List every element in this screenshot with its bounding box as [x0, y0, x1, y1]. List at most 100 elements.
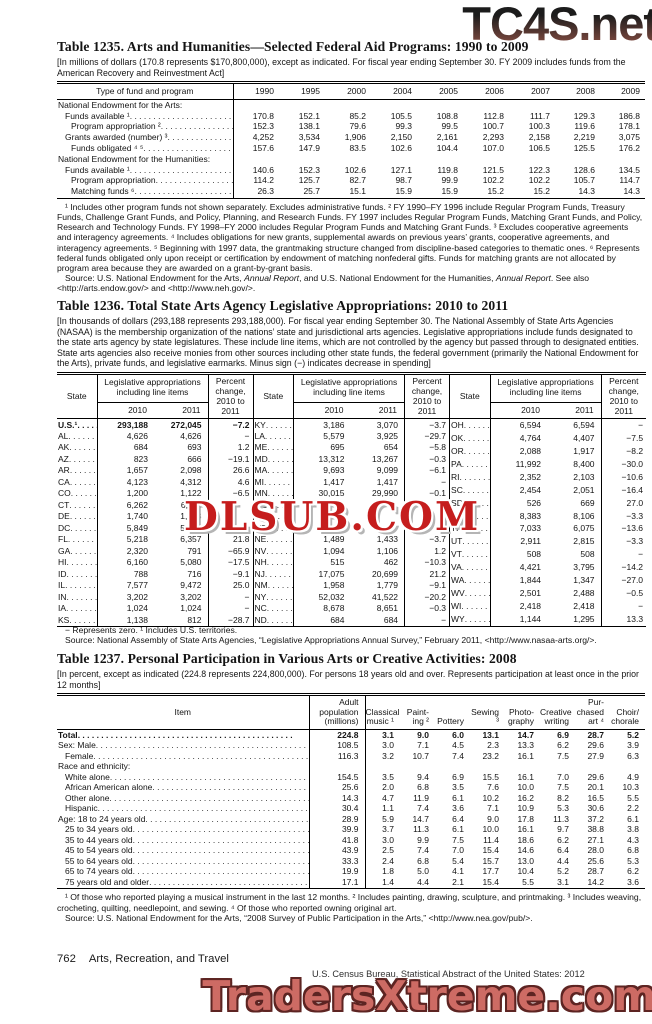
cell-value: 107.0 [482, 143, 504, 153]
cell-value: 1,958 [323, 580, 345, 591]
state-label: MA [254, 465, 268, 476]
source-segment: Source: U.S. National Endowment for the … [65, 272, 245, 283]
table-row: Program appropriation 114.2 125.7 82.7 9… [57, 175, 645, 187]
cell-value: 100.3 [528, 121, 550, 132]
dot-leader [264, 477, 293, 488]
cell-value: 28.9 [309, 813, 366, 825]
state-cell: MO [253, 511, 295, 523]
cell-value: 7.4 [417, 845, 429, 856]
cell-value [417, 154, 463, 165]
state-label: NM [254, 580, 268, 591]
state-cell: MS [253, 499, 295, 512]
cell-value: 6.9 [452, 771, 464, 782]
cell-value: 25.6 [309, 782, 366, 793]
cell-value: 3.9 [627, 740, 639, 751]
cell-value: 3,070 [350, 418, 406, 431]
table-row: FL 5,218 6,357 21.8 [57, 534, 254, 546]
cell-value: 15.4 [482, 845, 499, 856]
state-label: TN [451, 510, 463, 521]
cell-value: 6.8 [627, 845, 639, 856]
row-label-cell: Matching funds ⁶ [57, 186, 234, 199]
col-header: Item [57, 694, 310, 730]
cell-value: 3,534 [298, 132, 320, 143]
cell-value: 6,075 [547, 522, 602, 536]
col-header: Legislative appropriations including lin… [97, 373, 209, 403]
cell-value: 17.8 [517, 813, 534, 824]
cell-value: 2,454 [519, 484, 542, 495]
cell-value: −6.5 [208, 488, 254, 500]
row-label-cell: Funds obligated ⁴ ⁵ [57, 143, 234, 154]
cell-value: −3.3 [626, 510, 644, 521]
cell-value: 157.6 [252, 143, 274, 153]
table-row: IA 1,024 1,024 − [57, 602, 254, 615]
cell-value: 27.9 [587, 750, 604, 761]
table-row: SD 526 669 27.0 [450, 496, 646, 510]
cell-value: 20,699 [350, 568, 406, 580]
state-cell: HI [57, 557, 98, 569]
state-label: SD [451, 497, 463, 508]
table-1235-headnote: [In millions of dollars (170.8 represent… [57, 56, 626, 78]
cell-value: 7.4 [417, 803, 429, 814]
table-row: CA 4,123 4,312 4.6 [57, 476, 254, 489]
cell-value: 3,795 [547, 561, 602, 575]
table-row: LA 5,579 3,925 −29.7 [253, 430, 451, 443]
cell-value: 2,293 [482, 132, 504, 143]
cell-value: 5.5 [627, 792, 639, 803]
cell-value: 6,594 [547, 418, 602, 433]
cell-value: 38.8 [587, 824, 604, 835]
dot-leader [462, 536, 489, 547]
cell-value: 7.0 [452, 845, 464, 856]
cell-value: 15.7 [482, 855, 499, 866]
cell-value [435, 761, 470, 772]
dot-leader [462, 523, 490, 534]
page-footer: 762 Arts, Recreation, and Travel [57, 953, 229, 965]
state-label: MD [254, 453, 268, 464]
cell-value [371, 99, 417, 110]
state-label: IL [58, 580, 66, 591]
table-row: PA 11,992 8,400 −30.0 [450, 458, 646, 472]
cell-value: 99.3 [395, 121, 412, 132]
table-row: ND 684 684 − [253, 614, 451, 627]
cell-value: 8,400 [547, 458, 602, 472]
cell-value: 2,320 [126, 545, 148, 556]
cell-value: 6,357 [154, 534, 209, 546]
state-cell: OK [450, 432, 491, 446]
dot-leader [266, 534, 293, 545]
dot-leader [267, 465, 293, 476]
dot-leader [268, 511, 293, 522]
cell-value: −5.8 [404, 442, 451, 454]
cell-value: 2,150 [390, 132, 412, 143]
cell-value: 9,693 [323, 465, 345, 476]
dot-leader [266, 546, 293, 557]
cell-value: 8,383 [519, 510, 542, 521]
cell-value: 1,433 [350, 534, 406, 546]
cell-value: −0.3 [404, 602, 451, 615]
state-label: OH [451, 420, 464, 431]
cell-value: 10.9 [517, 803, 534, 814]
cell-value: 106.5 [528, 143, 550, 153]
state-label: WA [451, 574, 465, 585]
state-cell: NC [253, 602, 295, 615]
table-row: ID 788 716 −9.1 [57, 568, 254, 580]
state-label: DC [58, 522, 71, 533]
cell-value: 6.2 [627, 866, 639, 877]
cell-value: 98.7 [395, 175, 412, 186]
cell-value: − [208, 430, 254, 443]
cell-value: 11.3 [553, 813, 569, 824]
row-label: 35 to 44 years old [65, 834, 133, 845]
col-header: 2009 [600, 82, 645, 100]
cell-value: −30.0 [621, 458, 644, 469]
cell-value: 812 [154, 614, 209, 627]
cell-value: 13.1 [482, 729, 499, 740]
cell-value: 154.5 [309, 771, 366, 783]
cell-value: 13.3 [626, 613, 644, 624]
table-row: AL 4,626 4,626 − [57, 430, 254, 443]
state-label: AK [58, 442, 70, 453]
cell-value: 105.5 [390, 110, 412, 121]
dot-leader [67, 557, 97, 568]
state-cell: OR [450, 445, 491, 459]
cell-value: 2,051 [547, 483, 602, 497]
cell-value: 28.0 [587, 845, 604, 856]
dot-leader [70, 511, 97, 522]
cell-value: 104.4 [436, 143, 458, 153]
